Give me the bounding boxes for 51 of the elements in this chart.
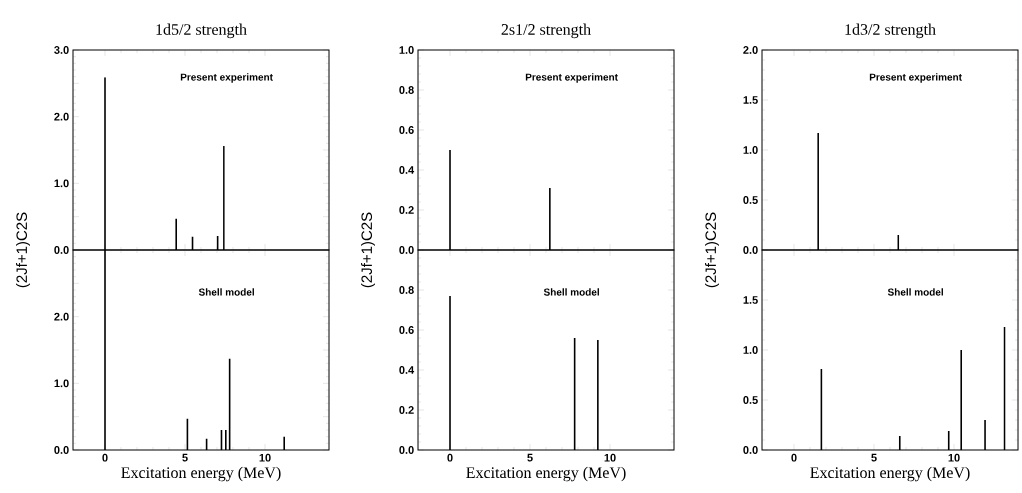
y-tick-label: 0.0 xyxy=(399,246,414,254)
y-tick-label: 0.0 xyxy=(743,246,758,254)
y-axis-title: (2Jf+1)C2S xyxy=(16,212,30,288)
y-tick-label: 0.2 xyxy=(399,406,414,414)
y-tick-label: 2.0 xyxy=(743,46,758,54)
x-tick-label: 10 xyxy=(948,453,960,462)
x-tick-label: 0 xyxy=(447,453,453,462)
y-tick-label: 1.5 xyxy=(743,296,758,304)
x-tick-label: 5 xyxy=(182,453,188,462)
y-tick-label: 0.4 xyxy=(399,366,415,374)
y-tick-label: 0.0 xyxy=(399,446,414,454)
annotation: Present experiment xyxy=(525,73,618,83)
x-tick-label: 10 xyxy=(604,453,616,462)
annotation: Present experiment xyxy=(180,73,273,83)
chart-title: 1d3/2 strength xyxy=(845,23,936,39)
y-tick-label: 1.5 xyxy=(743,96,758,104)
y-tick-label: 0.6 xyxy=(399,126,414,134)
chart-title: 1d5/2 strength xyxy=(156,23,247,39)
y-tick-label: 3.0 xyxy=(54,46,69,54)
y-tick-label: 1.0 xyxy=(54,179,69,188)
y-tick-label: 1.0 xyxy=(743,346,758,354)
annotation: Shell model xyxy=(198,288,254,296)
y-tick-label: 1.0 xyxy=(399,46,414,54)
y-axis-title: (2Jf+1)C2S xyxy=(361,212,375,288)
x-tick-label: 5 xyxy=(871,453,877,462)
y-tick-label: 0.5 xyxy=(743,196,758,204)
chart-title: 2s1/2 strength xyxy=(501,23,591,39)
y-tick-label: 0.8 xyxy=(399,286,414,294)
x-tick-label: 10 xyxy=(259,453,271,462)
annotation: Shell model xyxy=(887,288,943,296)
y-tick-label: 2.0 xyxy=(54,112,69,121)
x-axis-title: Excitation energy (MeV) xyxy=(121,466,281,482)
x-tick-label: 0 xyxy=(791,453,797,462)
x-axis-title: Excitation energy (MeV) xyxy=(810,466,970,482)
x-tick-label: 5 xyxy=(527,453,533,462)
x-tick-label: 0 xyxy=(102,453,108,462)
y-tick-label: 1.0 xyxy=(54,379,69,388)
y-tick-label: 0.4 xyxy=(399,166,415,174)
y-tick-label: 0.2 xyxy=(399,206,414,214)
y-tick-label: 0.6 xyxy=(399,326,414,334)
x-axis-title: Excitation energy (MeV) xyxy=(466,466,626,482)
annotation: Shell model xyxy=(543,288,599,296)
annotation: Present experiment xyxy=(869,73,962,83)
y-tick-label: 2.0 xyxy=(54,312,69,321)
y-tick-label: 0.8 xyxy=(399,86,414,94)
y-axis-title: (2Jf+1)C2S xyxy=(705,212,719,288)
y-tick-label: 0.0 xyxy=(54,246,69,254)
y-tick-label: 0.5 xyxy=(743,396,758,404)
y-tick-label: 0.0 xyxy=(743,446,758,454)
y-tick-label: 0.0 xyxy=(54,446,69,454)
y-tick-label: 1.0 xyxy=(743,146,758,154)
